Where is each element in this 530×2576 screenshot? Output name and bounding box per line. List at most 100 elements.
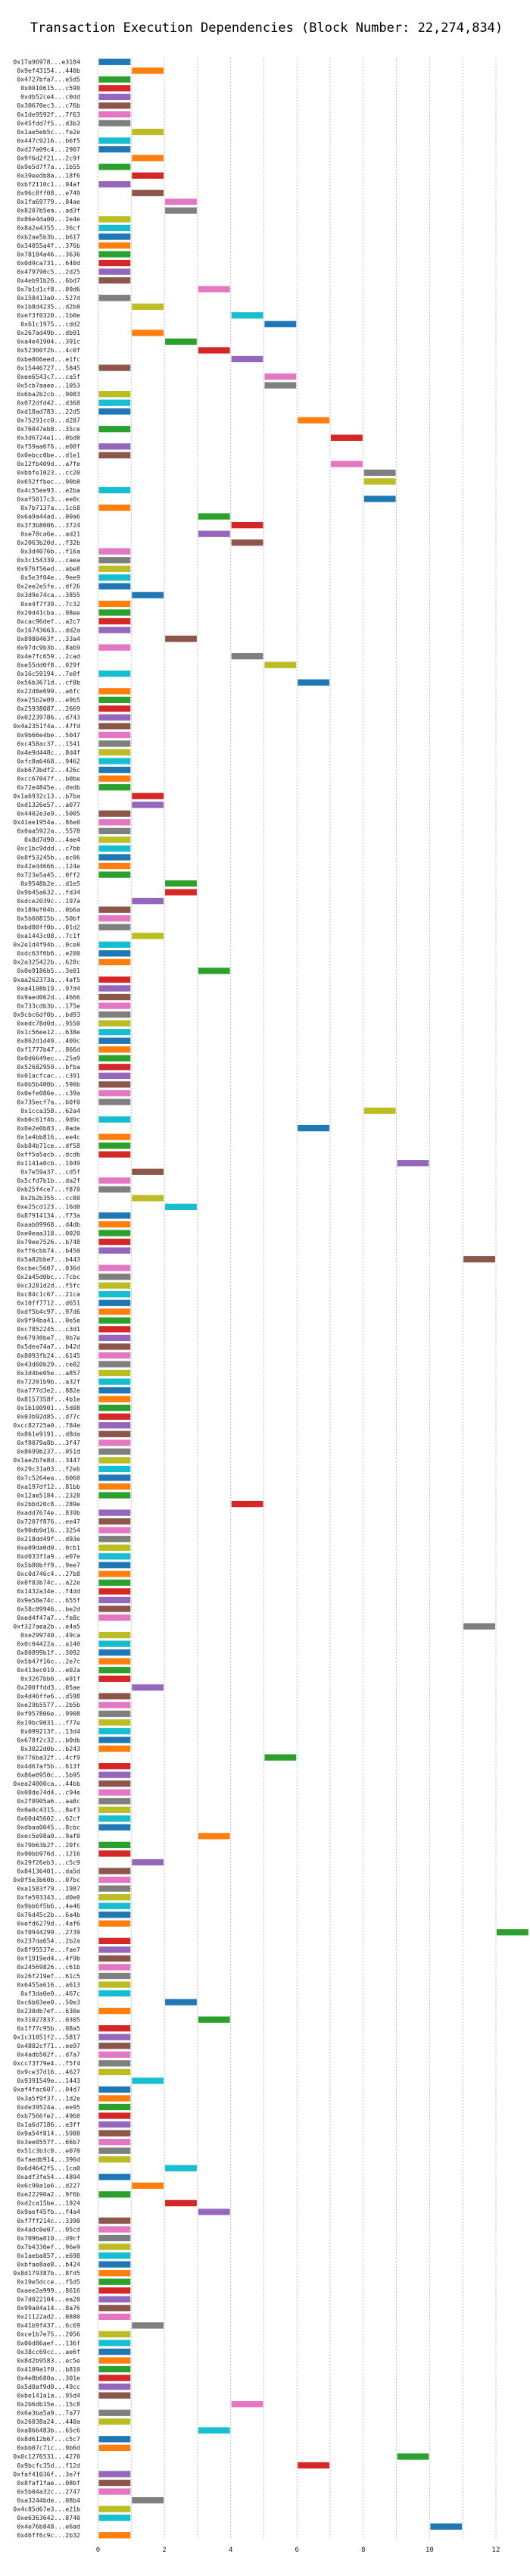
y-tick-label: 0x3c154339...caea (17, 556, 80, 564)
transaction-bar (98, 452, 131, 459)
y-tick-label: 0x9548b2e...d1e5 (20, 880, 80, 887)
transaction-bar (98, 1422, 131, 1429)
transaction-bar (98, 1981, 131, 1988)
transaction-bar (98, 941, 131, 948)
transaction-bar (98, 1002, 131, 1009)
y-tick-label: 0x4e8b680a...301e (17, 2374, 80, 2381)
transaction-bar (98, 1964, 131, 1971)
y-tick-label: 0x9bcfc35d...f12d (17, 2462, 80, 2469)
y-tick-label: 0x5b47f16c...2e7c (17, 1658, 80, 1665)
transaction-bar (98, 1326, 131, 1333)
y-tick-label: 0xd033f1a9...e07e (17, 1552, 80, 1560)
transaction-bar (132, 2322, 164, 2329)
y-tick-label: 0xea24000ca...44bb (13, 1780, 80, 1787)
y-tick-label: 0xbe141a1a...95d4 (17, 2391, 80, 2399)
y-tick-label: 0xff5a5acb...dcdb (17, 1150, 80, 1158)
y-tick-label: 0x9a54f814...5988 (17, 2129, 80, 2137)
transaction-bar (98, 1509, 131, 1516)
y-tick-label: 0x8093fb24...6145 (17, 1352, 80, 1359)
y-tick-label: 0x4adb502f...d7a7 (17, 2051, 80, 2059)
y-tick-label: 0x4adc0e07...05cd (17, 2225, 80, 2233)
transaction-bar (98, 2357, 131, 2364)
y-tick-label: 0x861e9191...d8da (17, 1430, 80, 1438)
y-tick-label: 0x776ba32f...4cf9 (17, 1753, 80, 1761)
y-tick-label: 0xe6363642...8740 (17, 2514, 80, 2521)
grid-lines (98, 58, 497, 2540)
transaction-bar (165, 2199, 197, 2207)
y-tick-label: 0x26f219ef...61c5 (17, 1972, 80, 1980)
transaction-bar (98, 2147, 131, 2154)
y-tick-label: 0xd1326e57...a077 (17, 801, 80, 808)
y-tick-label: 0xf8079a8b...3f47 (17, 1439, 80, 1446)
transaction-bar (231, 653, 263, 660)
transaction-bar (98, 1649, 131, 1656)
transaction-bar (198, 530, 230, 537)
transaction-bar (98, 854, 131, 861)
transaction-bar (132, 933, 164, 939)
transaction-bar (98, 644, 131, 651)
y-tick-label: 0x1b100901...5d08 (17, 1404, 80, 1411)
transaction-bar (98, 1553, 131, 1560)
transaction-bar (98, 1282, 131, 1289)
transaction-bar (98, 2121, 131, 2128)
y-tick-label: 0x30670ec3...c76b (17, 102, 80, 109)
transaction-bar (98, 1072, 131, 1080)
y-tick-label: 0x76d45c2b...6a4b (17, 1911, 80, 1918)
transaction-bar (98, 145, 131, 153)
y-tick-label: 0xc1bc9ddd...c7bb (17, 845, 80, 852)
y-tick-label: 0x9ce37d16...4627 (17, 2068, 80, 2076)
y-tick-label: 0xe70ca6e...ad21 (20, 530, 80, 537)
y-tick-label: 0x733cdb3b...175e (17, 1002, 80, 1009)
transaction-bar (98, 1230, 131, 1236)
y-tick-label: 0x0e0c4315...8ef3 (17, 1806, 80, 1814)
transaction-bar (98, 2191, 131, 2198)
transaction-bar (98, 1361, 131, 1368)
y-tick-label: 0x6a9a44ad...00a6 (17, 512, 80, 520)
transaction-bar (132, 897, 164, 905)
y-tick-label: 0x8157358f...4b1e (17, 1395, 80, 1402)
transaction-bar (98, 2043, 131, 2049)
transaction-bar (98, 749, 131, 756)
transaction-bar (98, 1369, 131, 1377)
transaction-bar (363, 469, 396, 477)
transaction-bar (165, 889, 197, 896)
y-tick-label: 0x5d0af9d0...49cc (17, 2383, 80, 2390)
transaction-bar (98, 1308, 131, 1315)
y-tick-label: 0x45fdd7f5...d3b3 (17, 119, 80, 127)
transaction-bar (98, 2103, 131, 2111)
y-tick-label: 0x1ae5eb5c...fe2e (17, 128, 80, 136)
transaction-bar (98, 2515, 131, 2521)
y-tick-label: 0xce1b7e75...2056 (17, 2331, 80, 2338)
transaction-bar (98, 364, 131, 371)
y-tick-label: 0x20d41cba...98ee (17, 608, 80, 616)
transaction-bar (98, 233, 131, 240)
transaction-bar (98, 1798, 131, 1805)
transaction-bar (98, 758, 131, 764)
transaction-bar (98, 1291, 131, 1298)
y-tick-label: 0x10ff7712...d651 (17, 1299, 80, 1307)
transaction-bar (98, 1029, 131, 1036)
y-tick-label: 0x1141a0cb...1049 (17, 1159, 80, 1167)
y-tick-label: 0x6455a616...a613 (17, 1980, 80, 1988)
y-tick-label: 0x01acfcac...c391 (17, 1072, 80, 1080)
transaction-bar (331, 461, 363, 467)
y-tick-label: 0x8a2e4355...36cf (17, 224, 80, 232)
y-tick-label: 0xe25cd123...16d0 (17, 1203, 80, 1211)
transaction-bar (98, 2409, 131, 2416)
y-tick-label: 0x21122ad2...0880 (17, 2313, 80, 2321)
y-tick-label: 0xbf2110c1...04af (17, 180, 80, 188)
y-tick-label: 0x2063b20d...f32b (17, 539, 80, 546)
transaction-bar (98, 164, 131, 170)
y-tick-label: 0x479790c5...2d25 (17, 267, 80, 275)
y-tick-label: 0x072dfd42...d368 (17, 399, 80, 406)
transaction-bar (98, 1317, 131, 1324)
transaction-bar (98, 1064, 131, 1071)
transaction-bar (98, 2278, 131, 2285)
y-tick-label: 0xadd7674e...839b (17, 1508, 80, 1516)
y-tick-label: 0x6ba2b2cb...9083 (17, 390, 80, 398)
y-tick-label: 0x84136401...da5d (17, 1867, 80, 1874)
y-tick-label: 0x4a2351f4a...47fd (13, 722, 80, 730)
transaction-bar (98, 775, 131, 782)
transaction-bar (98, 408, 131, 415)
